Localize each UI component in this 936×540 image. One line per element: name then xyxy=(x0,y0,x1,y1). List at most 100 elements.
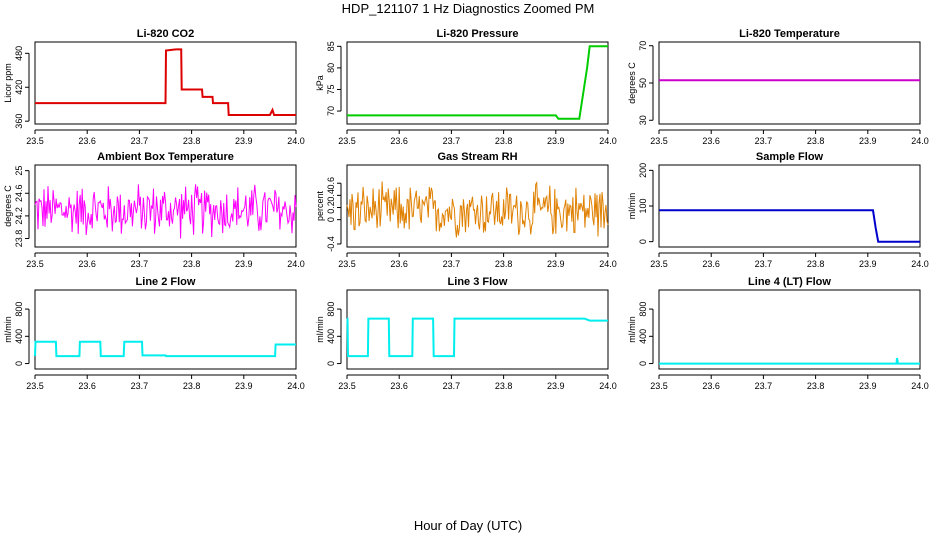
y-axis-label: ml/min xyxy=(315,316,325,343)
x-tick-label: 24.0 xyxy=(287,381,305,391)
x-tick-label: 23.7 xyxy=(443,381,461,391)
x-tick-label: 23.6 xyxy=(702,259,720,269)
x-tick-label: 23.6 xyxy=(390,136,408,146)
x-tick-label: 24.0 xyxy=(599,259,617,269)
x-tick-label: 24.0 xyxy=(599,381,617,391)
x-tick-label: 23.7 xyxy=(131,259,149,269)
y-tick-label: 400 xyxy=(326,329,336,344)
y-axis-label: degrees C xyxy=(627,62,637,104)
y-tick-label: 0 xyxy=(326,217,336,222)
x-tick-label: 24.0 xyxy=(911,259,929,269)
series-line xyxy=(346,180,609,238)
x-tick-label: 23.7 xyxy=(131,381,149,391)
y-tick-label: 85 xyxy=(326,41,336,51)
y-axis-label: Licor ppm xyxy=(3,63,13,103)
x-tick-label: 24.0 xyxy=(287,259,305,269)
y-tick-label: 0 xyxy=(326,361,336,366)
series-line xyxy=(347,45,608,120)
panel-7: Line 2 Flow ml/min 23.5 23.6 23.7 23.8 23.9 24.… xyxy=(3,276,305,391)
series-line xyxy=(659,209,920,243)
panel-title: Sample Flow xyxy=(756,151,824,163)
series-line xyxy=(35,48,296,116)
x-tick-label: 23.7 xyxy=(443,259,461,269)
x-tick-label: 23.8 xyxy=(807,136,825,146)
x-tick-label: 24.0 xyxy=(911,381,929,391)
plot-frame xyxy=(34,289,297,370)
x-tick-label: 23.9 xyxy=(547,381,565,391)
x-tick-label: 23.8 xyxy=(807,381,825,391)
y-tick-label: -0.4 xyxy=(326,236,336,252)
y-tick-label: 25 xyxy=(14,166,24,176)
panel-title: Li-820 CO2 xyxy=(137,28,194,40)
y-tick-label: 360 xyxy=(14,114,24,129)
panel-9: Line 4 (LT) Flow ml/min 23.5 23.6 23.7 23.8 23… xyxy=(627,276,929,391)
x-tick-label: 23.8 xyxy=(183,381,201,391)
panel-3: Li-820 Temperature degrees C 23.5 23.6 23.7 2… xyxy=(627,28,929,146)
series-line xyxy=(34,340,296,358)
main-title: HDP_121107 1 Hz Diagnostics Zoomed PM xyxy=(341,1,595,16)
plot-frame xyxy=(34,41,297,125)
x-tick-label: 23.6 xyxy=(78,381,96,391)
plot-frame xyxy=(658,289,921,370)
x-tick-label: 23.9 xyxy=(547,259,565,269)
series-line xyxy=(34,184,297,239)
x-tick-label: 23.5 xyxy=(338,381,356,391)
x-tick-label: 23.8 xyxy=(495,259,513,269)
x-tick-label: 23.9 xyxy=(859,259,877,269)
x-tick-label: 23.9 xyxy=(235,381,253,391)
y-tick-label: 400 xyxy=(14,329,24,344)
panel-title: Line 3 Flow xyxy=(448,276,508,288)
panel-4: Ambient Box Temperature degrees C 23.5 23.6… xyxy=(3,151,305,269)
y-tick-label: 0 xyxy=(14,361,24,366)
x-tick-label: 23.9 xyxy=(859,136,877,146)
series-line xyxy=(346,317,608,358)
y-tick-label: 30 xyxy=(638,115,648,125)
y-axis-label: ml/min xyxy=(627,316,637,343)
panel-title: Ambient Box Temperature xyxy=(97,151,234,163)
x-tick-label: 23.6 xyxy=(390,259,408,269)
x-tick-label: 23.5 xyxy=(26,136,44,146)
x-axis-label: Hour of Day (UTC) xyxy=(413,518,523,533)
x-tick-label: 23.8 xyxy=(183,259,201,269)
x-tick-label: 23.7 xyxy=(755,381,773,391)
panel-5: Gas Stream RH percent 23.5 23.6 23.7 23.8 23.9… xyxy=(315,151,617,269)
x-tick-label: 23.5 xyxy=(338,136,356,146)
y-tick-label: 400 xyxy=(638,329,648,344)
y-tick-label: 70 xyxy=(638,41,648,51)
x-tick-label: 23.5 xyxy=(650,381,668,391)
x-tick-label: 23.9 xyxy=(547,136,565,146)
y-axis-label: degrees C xyxy=(3,185,13,227)
x-tick-label: 23.7 xyxy=(755,136,773,146)
y-tick-label: 0.2 xyxy=(326,201,336,214)
x-tick-label: 23.5 xyxy=(338,259,356,269)
x-tick-label: 23.8 xyxy=(495,381,513,391)
y-tick-label: 480 xyxy=(14,46,24,61)
y-tick-label: 70 xyxy=(326,106,336,116)
plot-frame xyxy=(346,289,609,370)
panel-8: Line 3 Flow ml/min 23.5 23.6 23.7 23.8 23.9 24.… xyxy=(315,276,617,391)
y-tick-label: 75 xyxy=(326,84,336,94)
panel-title: Li-820 Temperature xyxy=(739,28,840,40)
panel-title: Line 2 Flow xyxy=(136,276,196,288)
y-tick-label: 0 xyxy=(638,361,648,366)
x-tick-label: 24.0 xyxy=(911,136,929,146)
x-tick-label: 23.8 xyxy=(183,136,201,146)
x-tick-label: 23.6 xyxy=(702,136,720,146)
x-tick-label: 24.0 xyxy=(599,136,617,146)
x-tick-label: 23.8 xyxy=(807,259,825,269)
panel-1: Li-820 CO2 Licor ppm 23.5 23.6 23.7 23.8 23.9 2… xyxy=(3,28,305,146)
panel-title: Gas Stream RH xyxy=(437,151,517,163)
plot-frame xyxy=(658,41,921,125)
x-tick-label: 23.9 xyxy=(859,381,877,391)
panel-title: Li-820 Pressure xyxy=(437,28,519,40)
series-line xyxy=(659,357,920,365)
x-tick-label: 23.8 xyxy=(495,136,513,146)
panel-6: Sample Flow ml/min 23.5 23.6 23.7 23.8 23.9 24.… xyxy=(627,151,929,269)
y-axis-label: percent xyxy=(315,190,325,221)
panel-2: Li-820 Pressure kPa 23.5 23.6 23.7 23.8 23.9 24… xyxy=(315,28,617,146)
y-tick-label: 24.2 xyxy=(14,207,24,225)
x-tick-label: 23.6 xyxy=(78,136,96,146)
x-tick-label: 23.9 xyxy=(235,136,253,146)
x-tick-label: 23.6 xyxy=(78,259,96,269)
